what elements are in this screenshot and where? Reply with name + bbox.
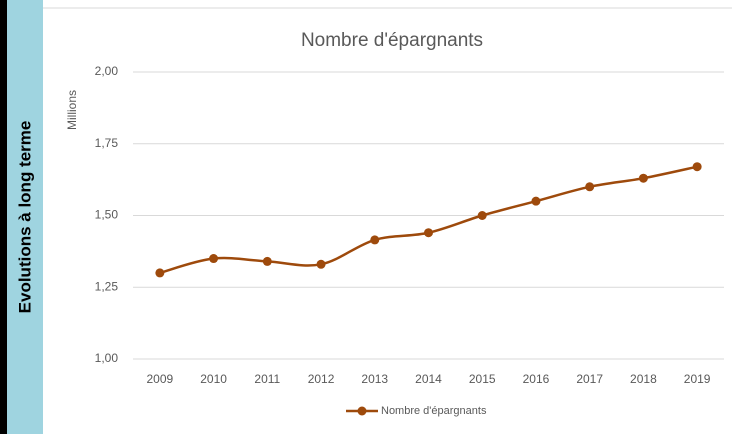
x-tick-label: 2017 xyxy=(576,372,603,386)
data-point xyxy=(209,254,219,264)
x-tick-label: 2016 xyxy=(523,372,550,386)
x-tick-label: 2009 xyxy=(147,372,174,386)
y-tick-label: 1,00 xyxy=(95,351,119,365)
x-tick-label: 2013 xyxy=(361,372,388,386)
y-tick-label: 1,25 xyxy=(95,279,119,293)
data-point xyxy=(531,196,541,206)
x-tick-label: 2018 xyxy=(630,372,657,386)
x-tick-label: 2019 xyxy=(684,372,711,386)
data-point xyxy=(316,259,326,269)
side-band xyxy=(7,0,43,434)
data-point xyxy=(477,211,487,220)
side-label: Evolutions à long terme xyxy=(15,121,34,314)
legend-marker xyxy=(357,406,367,416)
left-border xyxy=(0,0,7,434)
x-tick-label: 2012 xyxy=(308,372,335,386)
y-tick-label: 2,00 xyxy=(95,64,119,78)
chart-title: Nombre d'épargnants xyxy=(301,30,483,51)
data-point xyxy=(692,162,702,172)
y-tick-label: 1,50 xyxy=(95,208,119,222)
y-tick-label: 1,75 xyxy=(95,136,119,150)
y-axis-label: Millions xyxy=(65,90,79,130)
x-tick-label: 2015 xyxy=(469,372,496,386)
x-tick-label: 2014 xyxy=(415,372,442,386)
legend-label: Nombre d'épargnants xyxy=(381,405,487,417)
data-point xyxy=(370,235,380,245)
data-point xyxy=(155,268,165,278)
data-point xyxy=(638,173,648,183)
data-point xyxy=(424,228,433,238)
x-tick-label: 2011 xyxy=(254,372,280,386)
data-point xyxy=(262,256,272,266)
data-point xyxy=(585,182,595,192)
x-tick-label: 2010 xyxy=(200,372,227,386)
